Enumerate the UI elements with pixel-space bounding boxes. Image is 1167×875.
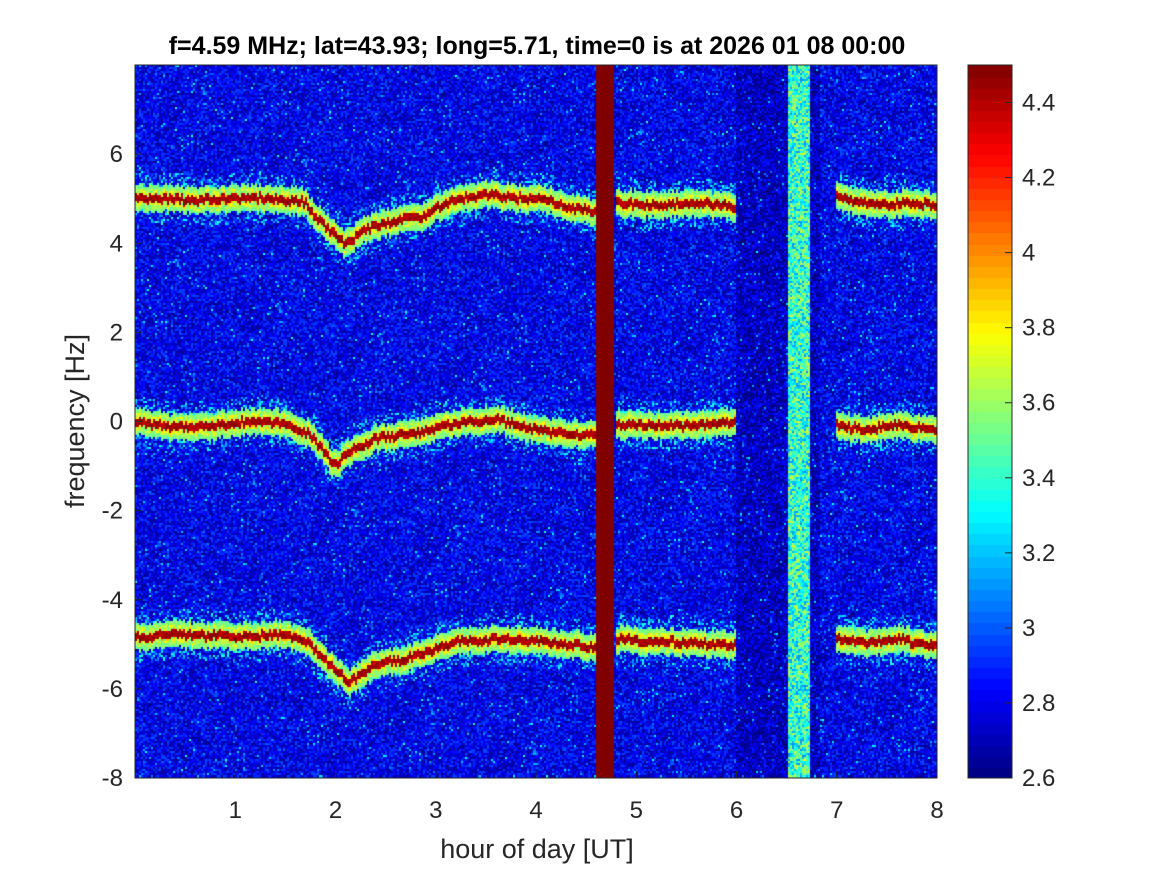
y-tick-label: -2 (102, 498, 123, 525)
colorbar-tick-label: 3 (1022, 615, 1035, 642)
x-tick-label: 8 (930, 797, 943, 824)
colorbar-frame (967, 64, 1013, 779)
y-tick-label: -4 (102, 587, 123, 614)
colorbar-tick-label: 3.6 (1022, 390, 1055, 417)
y-tick-label: 4 (110, 230, 123, 257)
colorbar-tick-label: 2.6 (1022, 765, 1055, 792)
x-tick-label: 3 (429, 797, 442, 824)
x-axis-ticks: 1 2 3 4 5 6 7 8 (229, 771, 944, 824)
colorbar-tick-label: 3.8 (1022, 315, 1055, 342)
colorbar-tick-label: 4 (1022, 240, 1035, 267)
x-tick-label: 4 (529, 797, 542, 824)
x-tick-label: 1 (229, 797, 242, 824)
spectrogram-heatmap (135, 65, 937, 778)
colorbar-ticks: 2.6 2.8 3 3.2 3.4 3.6 3.8 4 4.2 4.4 (1005, 90, 1055, 792)
y-axis-ticks: -8 -6 -4 -2 0 2 4 6 (102, 141, 142, 792)
x-tick-label: 7 (830, 797, 843, 824)
y-tick-label: 2 (110, 319, 123, 346)
colorbar-tick-label: 2.8 (1022, 690, 1055, 717)
x-tick-label: 6 (730, 797, 743, 824)
y-axis-label: frequency [Hz] (60, 334, 90, 508)
y-tick-label: 0 (110, 409, 123, 436)
chart-title: f=4.59 MHz; lat=43.93; long=5.71, time=0… (169, 32, 906, 60)
colorbar-tick-label: 4.4 (1022, 90, 1055, 117)
x-tick-label: 2 (329, 797, 342, 824)
colorbar-tick-label: 3.4 (1022, 465, 1055, 492)
colorbar-tick-label: 4.2 (1022, 165, 1055, 192)
y-tick-label: -6 (102, 676, 123, 703)
colorbar (968, 65, 1012, 778)
plot-frame (134, 64, 938, 779)
y-tick-label: -8 (102, 765, 123, 792)
colorbar-tick-label: 3.2 (1022, 540, 1055, 567)
x-axis-label: hour of day [UT] (440, 834, 634, 864)
y-tick-label: 6 (110, 141, 123, 168)
x-tick-label: 5 (630, 797, 643, 824)
